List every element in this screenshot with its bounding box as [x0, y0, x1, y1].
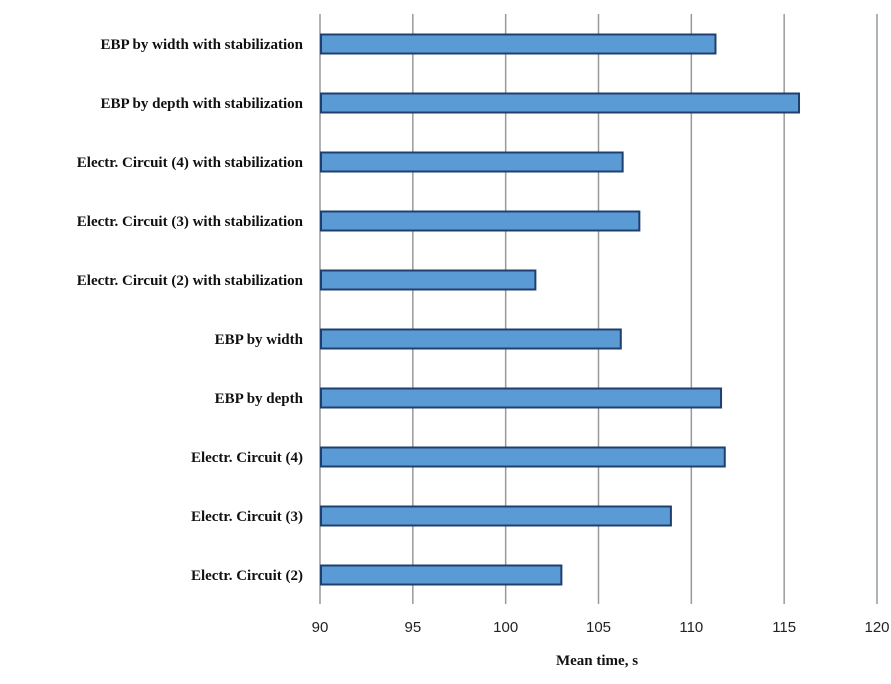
x-tick-label-115: 115 [772, 619, 796, 636]
bar-3 [320, 210, 641, 232]
bar-4 [320, 269, 537, 291]
bar-layer [320, 33, 801, 586]
bar-5 [320, 328, 622, 350]
bar-2 [320, 151, 624, 173]
x-tick-labels: 90 95 100 105 110 115 120 [312, 619, 890, 636]
category-label-8: Electr. Circuit (3) [191, 509, 303, 525]
category-labels: EBP by width with stabilization EBP by de… [77, 37, 304, 584]
category-label-7: Electr. Circuit (4) [191, 450, 303, 466]
category-label-5: EBP by width [215, 332, 304, 348]
x-tick-label-90: 90 [312, 619, 329, 636]
bar-0 [320, 33, 717, 55]
bar-9 [320, 564, 563, 586]
x-axis-title: Mean time, s [556, 653, 638, 669]
bar-6 [320, 387, 723, 409]
x-tick-label-100: 100 [493, 619, 518, 636]
x-tick-label-110: 110 [679, 619, 703, 636]
category-label-6: EBP by depth [215, 391, 304, 407]
category-label-9: Electr. Circuit (2) [191, 568, 303, 584]
category-label-1: EBP by depth with stabilization [100, 96, 303, 112]
category-label-2: Electr. Circuit (4) with stabilization [77, 155, 304, 171]
bar-1 [320, 92, 801, 114]
x-tick-label-105: 105 [586, 619, 611, 636]
category-label-3: Electr. Circuit (3) with stabilization [77, 214, 304, 230]
category-label-0: EBP by width with stabilization [100, 37, 303, 53]
bar-8 [320, 505, 672, 527]
x-tick-label-95: 95 [404, 619, 421, 636]
bar-7 [320, 446, 726, 468]
category-label-4: Electr. Circuit (2) with stabilization [77, 273, 304, 289]
x-tick-label-120: 120 [864, 619, 889, 636]
